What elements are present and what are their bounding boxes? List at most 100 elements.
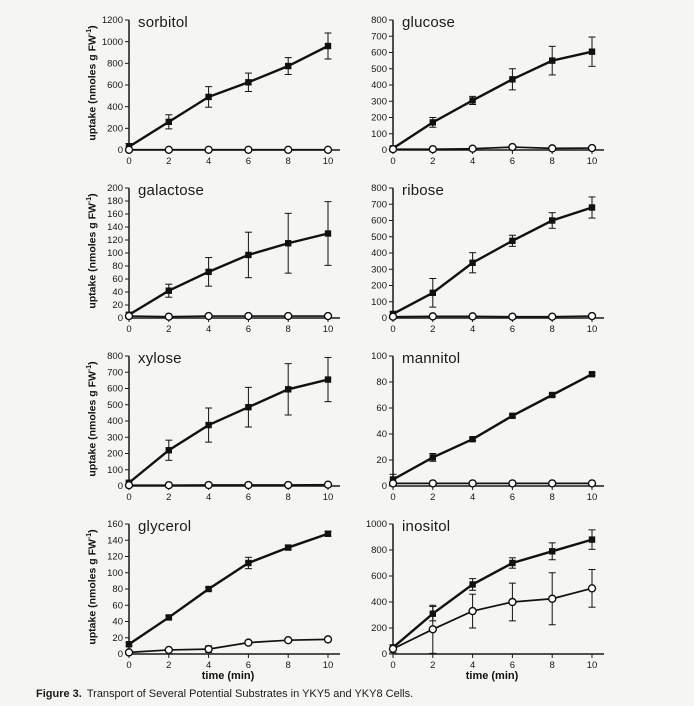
axes: 0 20 40 60 80 100 0 2 4 6 8 10: [371, 351, 604, 503]
figure-caption: Figure 3. Transport of Several Potential …: [36, 688, 413, 700]
subplot-xylose: uptake (nmoles g FW-1) 0 100 200 300 400 500 6…: [82, 344, 352, 530]
y-tick-label: 100: [107, 568, 123, 579]
open-circle-marker: [244, 638, 253, 647]
subplot-galactose: uptake (nmoles g FW-1) 0 20 40 60 80 100 120 14…: [82, 176, 352, 362]
open-circle-marker: [164, 480, 174, 490]
caption-text: Transport of Several Potential Substrate…: [86, 688, 414, 700]
x-tick-label: 8: [550, 492, 555, 503]
filled-square-marker: [205, 93, 212, 101]
series-line: [128, 638, 329, 654]
filled-square-marker: [469, 97, 476, 104]
axes: 0 200 400 600 800 1000 1200 0 2 4 6 8 10: [102, 15, 340, 167]
y-tick-label: 500: [107, 400, 123, 411]
y-tick-label: 200: [371, 623, 387, 634]
open-circle-marker: [428, 312, 438, 321]
open-circle-marker: [283, 480, 293, 490]
open-circle-marker: [164, 145, 174, 154]
y-tick-label: 300: [371, 264, 387, 275]
open-circle-marker: [124, 145, 134, 154]
y-tick-label: 20: [376, 455, 387, 466]
filled-square-marker: [285, 62, 292, 70]
x-tick-label: 10: [323, 156, 334, 167]
x-tick-label: 10: [323, 324, 334, 335]
x-tick-label: 0: [126, 492, 131, 503]
filled-square-marker: [509, 412, 516, 419]
series-line: [392, 538, 593, 649]
x-tick-label: 10: [587, 156, 598, 167]
y-tick-label: 60: [376, 403, 387, 414]
series-line: [392, 373, 593, 481]
series-YKY8: [388, 311, 597, 321]
open-circle-marker: [547, 144, 557, 153]
filled-square-marker: [549, 391, 556, 399]
plot-title: xylose: [138, 350, 182, 367]
x-tick-label: 4: [206, 324, 211, 335]
filled-square-marker: [509, 237, 516, 245]
y-tick-label: 700: [371, 199, 387, 210]
y-tick-label: 0: [118, 481, 123, 492]
open-circle-marker: [428, 479, 438, 488]
open-circle-marker: [468, 479, 477, 488]
y-tick-label: 140: [107, 222, 123, 233]
series-line: [128, 532, 329, 646]
open-circle-marker: [508, 312, 517, 321]
open-circle-marker: [388, 479, 398, 488]
x-tick-label: 6: [510, 660, 515, 671]
open-circle-marker: [547, 312, 557, 321]
filled-square-marker: [165, 614, 172, 621]
series-line: [392, 206, 593, 315]
filled-square-marker: [205, 421, 212, 429]
open-circle-marker: [468, 312, 477, 321]
y-tick-label: 40: [376, 429, 387, 440]
filled-square-marker: [125, 641, 133, 648]
filled-square-marker: [245, 559, 252, 567]
filled-square-marker: [165, 447, 172, 454]
open-circle-marker: [388, 644, 398, 654]
series-line: [128, 232, 329, 316]
subplot-mannitol: 0 20 40 60 80 100 0 2 4 6 8 10 mannitol: [346, 344, 616, 530]
filled-square-marker: [509, 76, 516, 83]
x-tick-label: 10: [323, 492, 334, 503]
open-circle-marker: [244, 145, 253, 154]
filled-square-marker: [549, 548, 556, 555]
x-tick-label: 2: [166, 492, 171, 503]
y-tick-label: 0: [382, 313, 387, 324]
open-circle-marker: [508, 479, 517, 488]
x-tick-label: 2: [430, 492, 435, 503]
y-tick-label: 120: [107, 235, 123, 246]
filled-square-marker: [165, 118, 172, 126]
open-circle-marker: [468, 606, 477, 616]
x-tick-label: 2: [430, 156, 435, 167]
series-YKY5: [125, 530, 332, 648]
open-circle-marker: [468, 144, 477, 153]
plot-title: ribose: [402, 182, 445, 199]
x-tick-label: 2: [430, 324, 435, 335]
y-tick-label: 800: [371, 15, 387, 26]
y-tick-label: 100: [371, 129, 387, 140]
open-circle-marker: [323, 480, 333, 489]
open-circle-marker: [204, 145, 213, 154]
open-circle-marker: [587, 479, 597, 488]
open-circle-marker: [283, 635, 293, 645]
y-tick-label: 600: [107, 80, 123, 91]
filled-square-marker: [509, 559, 516, 567]
filled-square-marker: [549, 57, 556, 64]
y-tick-label: 800: [107, 59, 123, 70]
open-circle-marker: [244, 311, 253, 321]
series-YKY5: [125, 201, 332, 318]
open-circle-marker: [204, 644, 213, 654]
filled-square-marker: [588, 204, 596, 211]
filled-square-marker: [165, 287, 172, 294]
open-circle-marker: [283, 145, 293, 154]
y-tick-label: 200: [107, 124, 123, 135]
y-tick-label: 200: [107, 449, 123, 460]
filled-square-marker: [549, 217, 556, 224]
filled-square-marker: [469, 581, 476, 588]
series-line: [392, 587, 593, 650]
filled-square-marker: [245, 251, 252, 259]
y-tick-label: 20: [112, 300, 123, 311]
y-tick-label: 600: [371, 48, 387, 59]
filled-square-marker: [324, 230, 332, 237]
axes: 0 20 40 60 80 100 120 140 160 0 2 4 6 8 10: [107, 519, 340, 671]
open-circle-marker: [204, 311, 213, 321]
